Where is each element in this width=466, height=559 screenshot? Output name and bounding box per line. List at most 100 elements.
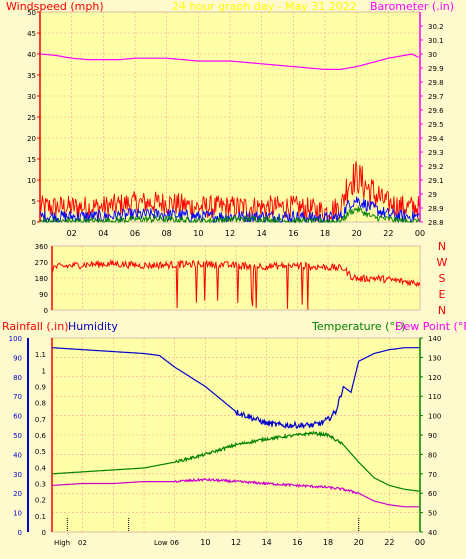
panel1-y2tick-label: 28.8 — [428, 219, 444, 227]
wind-gust-series-line — [39, 161, 420, 223]
panel3-humidity-tick-label: 80 — [13, 374, 22, 382]
panel2-ytick-label: 180 — [35, 275, 48, 283]
panel3-temp-tick-label: 80 — [428, 451, 437, 459]
panel3-xtick-label: 20 — [354, 538, 364, 547]
panel3-temp-tick-label: 70 — [428, 471, 437, 479]
panel1-y2tick-label: 29.9 — [428, 65, 444, 73]
panel3-humidity-tick-label: 60 — [13, 413, 22, 421]
barometer-series-line — [39, 53, 419, 71]
humidity-series-line — [52, 347, 420, 429]
panel1-xtick-label: 00 — [415, 229, 425, 238]
chart-layer: 0510152025303540455028.828.92929.129.229… — [9, 9, 448, 547]
panel1-y2tick-label: 29.3 — [428, 149, 444, 157]
dewpoint-series-line — [52, 477, 420, 508]
panel3-xtick-label: 10 — [200, 538, 210, 547]
panel1-y2tick-label: 28.9 — [428, 205, 444, 213]
panel1-ytick-label: 20 — [27, 135, 36, 143]
panel2-ytick-label: 90 — [39, 291, 48, 299]
barometer-axis-label: Barometer (.in) — [370, 0, 454, 13]
panel1-ytick-label: 5 — [32, 198, 36, 206]
panel3-rain-tick-label: 0 — [42, 529, 46, 537]
panel2-ytick-label: 360 — [35, 243, 48, 251]
temperature-axis-label: Temperature (°F) — [311, 320, 406, 333]
panel1-xtick-label: 12 — [225, 229, 235, 238]
panel2-compass-label: W — [437, 256, 448, 269]
panel1-ytick-label: 30 — [27, 93, 36, 101]
windspeed-axis-label: Windspeed (mph) — [6, 0, 104, 13]
panel1-y2tick-label: 29.5 — [428, 121, 444, 129]
panel3-temp-tick-label: 140 — [428, 335, 441, 343]
panel1-y2tick-label: 29.8 — [428, 79, 444, 87]
panel3-rain-tick-label: 0.4 — [35, 464, 47, 472]
panel3-humidity-tick-label: 90 — [13, 354, 22, 362]
panel1-y2tick-label: 29.7 — [428, 93, 444, 101]
panel1-y2tick-label: 29.2 — [428, 163, 444, 171]
panel3-rain-tick-label: 0.6 — [35, 432, 47, 440]
panel1-ytick-label: 45 — [27, 30, 36, 38]
panel1-y2tick-label: 29.6 — [428, 107, 444, 115]
panel1-xtick-label: 18 — [320, 229, 330, 238]
panel1-xtick-label: 08 — [162, 229, 172, 238]
panel3-rain-tick-label: 1.1 — [35, 351, 46, 359]
panel3-humidity-tick-label: 70 — [13, 393, 22, 401]
panel1-xtick-label: 22 — [383, 229, 393, 238]
panel3-xtick-label: 16 — [292, 538, 302, 547]
temperature-series-line — [52, 430, 420, 492]
panel3-xtick-label: 12 — [231, 538, 241, 547]
panel3-xtick-label: 02 — [78, 539, 87, 547]
panel1-ytick-label: 40 — [27, 51, 36, 59]
panel3-rain-tick-label: 1 — [42, 367, 46, 375]
panel2-ytick-label: 270 — [35, 259, 48, 267]
panel1-y2tick-label: 29.4 — [428, 135, 444, 143]
panel3-xtick-label: 18 — [323, 538, 333, 547]
panel3-low-label: Low — [154, 539, 168, 547]
panel2-compass-label: S — [439, 272, 446, 285]
panel3-temp-tick-label: 130 — [428, 354, 441, 362]
wind-direction-series-line — [51, 258, 421, 310]
panel3-temp-tick-label: 50 — [428, 510, 437, 518]
panel2-compass-label: N — [438, 240, 446, 253]
panel3-rain-tick-label: 0.5 — [35, 448, 46, 456]
panel1-ytick-label: 35 — [27, 72, 36, 80]
dewpoint-axis-label: Dew Point (°F) — [395, 320, 466, 333]
panel3-rain-tick-label: 0.8 — [35, 400, 46, 408]
panel1-ytick-label: 15 — [27, 156, 36, 164]
panel1-xtick-label: 20 — [352, 229, 362, 238]
panel1-xtick-label: 10 — [193, 229, 203, 238]
panel3-temp-tick-label: 60 — [428, 490, 437, 498]
panel1-ytick-label: 25 — [27, 114, 36, 122]
panel1-y2tick-label: 29.1 — [428, 177, 444, 185]
panel3-temp-tick-label: 110 — [428, 393, 441, 401]
panel1-xtick-label: 04 — [98, 229, 108, 238]
panel3-humidity-tick-label: 20 — [13, 490, 22, 498]
panel1-ytick-label: 0 — [32, 219, 36, 227]
panel3-high-label: High — [54, 539, 70, 547]
panel3-rain-tick-label: 0.7 — [35, 416, 46, 424]
rainfall-axis-label: Rainfall (.in) — [2, 320, 69, 333]
panel3-humidity-tick-label: 10 — [13, 510, 22, 518]
panel1-ytick-label: 10 — [27, 177, 36, 185]
panel2-ytick-label: 0 — [44, 307, 48, 315]
wind-avg-series-line — [39, 206, 420, 224]
humidity-axis-label: Humidity — [68, 320, 118, 333]
panel1-y2tick-label: 30.1 — [428, 37, 444, 45]
panel3-rain-tick-label: 0.3 — [35, 481, 46, 489]
panel3-humidity-tick-label: 30 — [13, 471, 22, 479]
panel2-compass-label: N — [438, 304, 446, 317]
chart-title: 24 hour graph day - May 31 2022 — [172, 0, 357, 13]
panel3-xtick-label: 06 — [170, 539, 179, 547]
panel3-humidity-tick-label: 40 — [13, 451, 22, 459]
panel3-temp-tick-label: 40 — [428, 529, 437, 537]
panel1-y2tick-label: 29 — [428, 191, 437, 199]
panel3-rain-tick-label: 0.2 — [35, 497, 46, 505]
wind-speed-series-line — [39, 196, 420, 224]
panel3-humidity-tick-label: 100 — [9, 335, 22, 343]
panel2-compass-label: E — [439, 288, 446, 301]
panel3-humidity-tick-label: 0 — [18, 529, 22, 537]
panel3-xtick-label: 00 — [415, 538, 425, 547]
panel3-temp-tick-label: 90 — [428, 432, 437, 440]
panel1-xtick-label: 14 — [257, 229, 267, 238]
panel3-rain-tick-label: 0.9 — [35, 384, 46, 392]
